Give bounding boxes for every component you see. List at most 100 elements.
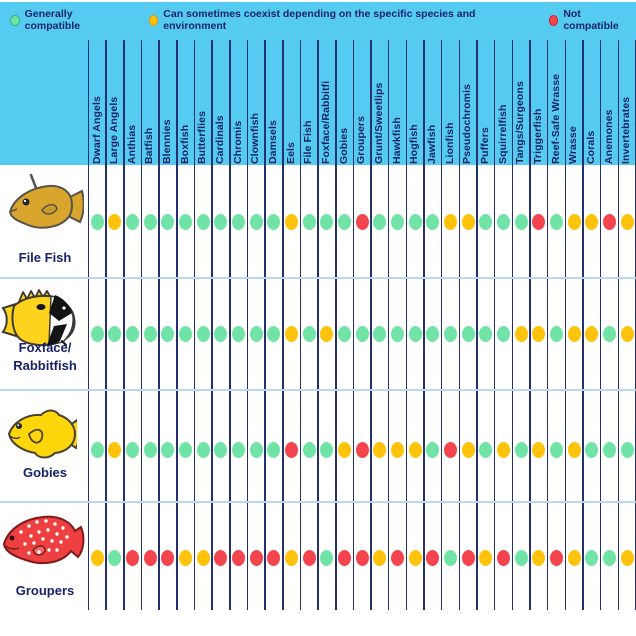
column-header-grunt-sweetlips: Grunt/Sweetlips <box>373 82 386 164</box>
compat-dot-groupers-jawfish <box>426 550 440 566</box>
compat-dot-file-fish-invertebrates <box>620 214 634 230</box>
compat-dot-file-fish-eels <box>285 214 299 230</box>
compat-dot-file-fish-hogfish <box>408 214 422 230</box>
compat-dot-groupers-foxface-rabbitfi <box>320 550 334 566</box>
compat-dot-file-fish-file-fish <box>302 214 316 230</box>
compat-dot-groupers-grunt-sweetlips <box>373 550 387 566</box>
grouper-illustration <box>2 515 85 565</box>
grid-column-line <box>335 40 337 610</box>
column-header-butterflies: Butterflies <box>196 110 209 164</box>
compat-dot-file-fish-groupers <box>355 214 369 230</box>
compat-dot-foxface-rabbitfish-reef-safe-wrasse <box>550 326 564 342</box>
compat-dot-foxface-rabbitfish-large-angels <box>108 326 122 342</box>
compat-dot-foxface-rabbitfish-clownfish <box>249 326 263 342</box>
compat-dot-file-fish-butterflies <box>196 214 210 230</box>
compat-dot-groupers-eels <box>285 550 299 566</box>
compat-dot-gobies-butterflies <box>196 442 210 458</box>
compat-dot-file-fish-puffers <box>479 214 493 230</box>
grid-column-line <box>193 40 196 610</box>
grid-column-line <box>211 40 213 610</box>
compat-dot-gobies-gobies <box>338 442 352 458</box>
column-header-large-angels: Large Angels <box>108 96 121 164</box>
column-header-tangs-surgeons: Tangs/Surgeons <box>514 81 527 164</box>
grid-column-line <box>511 40 514 610</box>
compat-dot-groupers-lionfish <box>444 550 458 566</box>
foxface-rabbitfish-illustration <box>1 289 76 346</box>
column-header-wrasse: Wrasse <box>567 126 580 164</box>
grid-column-line <box>158 40 160 610</box>
row-separator-line <box>0 389 636 391</box>
grid-column-line <box>229 40 231 610</box>
compat-dot-file-fish-cardinals <box>214 214 228 230</box>
compat-dot-groupers-anthias <box>126 550 140 566</box>
compat-dot-foxface-rabbitfish-jawfish <box>426 326 440 342</box>
compat-dot-foxface-rabbitfish-butterflies <box>196 326 210 342</box>
compat-dot-foxface-rabbitfish-lionfish <box>444 326 458 342</box>
column-header-gobies: Gobies <box>337 127 350 164</box>
compat-dot-gobies-eels <box>285 442 299 458</box>
column-header-lionfish: Lionfish <box>443 122 456 164</box>
compat-dot-file-fish-clownfish <box>249 214 263 230</box>
row-label-file-fish: File Fish <box>18 250 72 265</box>
column-header-cardinals: Cardinals <box>214 115 227 164</box>
compat-dot-file-fish-lionfish <box>444 214 458 230</box>
compat-dot-foxface-rabbitfish-damsels <box>267 326 281 342</box>
legend-label: Generally compatible <box>24 8 81 32</box>
compat-dot-gobies-jawfish <box>426 442 440 458</box>
grid-column-line <box>123 40 125 610</box>
compat-dot-groupers-clownfish <box>249 550 263 566</box>
compat-dot-foxface-rabbitfish-chromis <box>232 326 246 342</box>
compat-dot-groupers-blennies <box>161 550 175 566</box>
column-header-corals: Corals <box>585 130 597 164</box>
compat-dot-file-fish-corals <box>585 214 599 230</box>
green-dot-icon <box>10 14 20 26</box>
row-label-gobies: Gobies <box>22 465 68 480</box>
compat-dot-groupers-boxfish <box>179 550 193 566</box>
compat-dot-foxface-rabbitfish-anthias <box>126 326 140 342</box>
compat-dot-foxface-rabbitfish-puffers <box>479 326 493 342</box>
red-dot-icon <box>548 14 559 26</box>
compat-dot-gobies-anemones <box>602 442 616 458</box>
compat-dot-gobies-anthias <box>126 442 140 458</box>
grid-column-line <box>317 40 319 610</box>
grid-column-line <box>140 40 143 610</box>
compat-dot-file-fish-foxface-rabbitfi <box>320 214 334 230</box>
compat-dot-foxface-rabbitfish-blennies <box>161 326 175 342</box>
column-header-pseudochromis: Pseudochromis <box>461 83 474 164</box>
compat-dot-foxface-rabbitfish-grunt-sweetlips <box>373 326 387 342</box>
compat-dot-groupers-tangs-surgeons <box>514 550 528 566</box>
column-header-anemones: Anemones <box>602 109 615 164</box>
compat-dot-gobies-hogfish <box>408 442 422 458</box>
compat-dot-gobies-invertebrates <box>620 442 634 458</box>
compat-dot-file-fish-triggerfish <box>532 214 546 230</box>
compat-dot-file-fish-tangs-surgeons <box>514 214 528 230</box>
grid-column-line <box>264 40 266 610</box>
yellow-dot-icon <box>148 14 159 26</box>
compat-dot-file-fish-anthias <box>126 214 140 230</box>
compat-dot-groupers-gobies <box>338 550 352 566</box>
compat-dot-gobies-batfish <box>143 442 157 458</box>
column-header-hogfish: Hogfish <box>408 124 421 164</box>
compat-dot-foxface-rabbitfish-wrasse <box>567 326 581 342</box>
compat-dot-groupers-pseudochromis <box>461 550 475 566</box>
compat-dot-groupers-dwarf-angels <box>90 550 104 566</box>
compat-dot-groupers-file-fish <box>302 550 316 566</box>
row-separator-line <box>0 277 636 279</box>
grid-column-line <box>370 40 372 610</box>
compat-dot-foxface-rabbitfish-eels <box>285 326 299 342</box>
compat-dot-groupers-hogfish <box>408 550 422 566</box>
grid-column-line <box>387 40 390 610</box>
compat-dot-file-fish-large-angels <box>108 214 122 230</box>
column-header-groupers: Groupers <box>355 115 368 164</box>
compat-dot-foxface-rabbitfish-foxface-rabbitfi <box>320 326 334 342</box>
compat-dot-gobies-boxfish <box>179 442 193 458</box>
compat-dot-foxface-rabbitfish-hawkfish <box>391 326 405 342</box>
compat-dot-file-fish-wrasse <box>567 214 581 230</box>
compat-dot-foxface-rabbitfish-file-fish <box>302 326 316 342</box>
compat-dot-file-fish-hawkfish <box>391 214 405 230</box>
compat-dot-file-fish-boxfish <box>179 214 193 230</box>
compat-dot-foxface-rabbitfish-squirrelfish <box>497 326 511 342</box>
compat-dot-foxface-rabbitfish-batfish <box>143 326 157 342</box>
row-label-foxface-rabbitfish: Foxface/ Rabbitfish <box>13 340 77 374</box>
